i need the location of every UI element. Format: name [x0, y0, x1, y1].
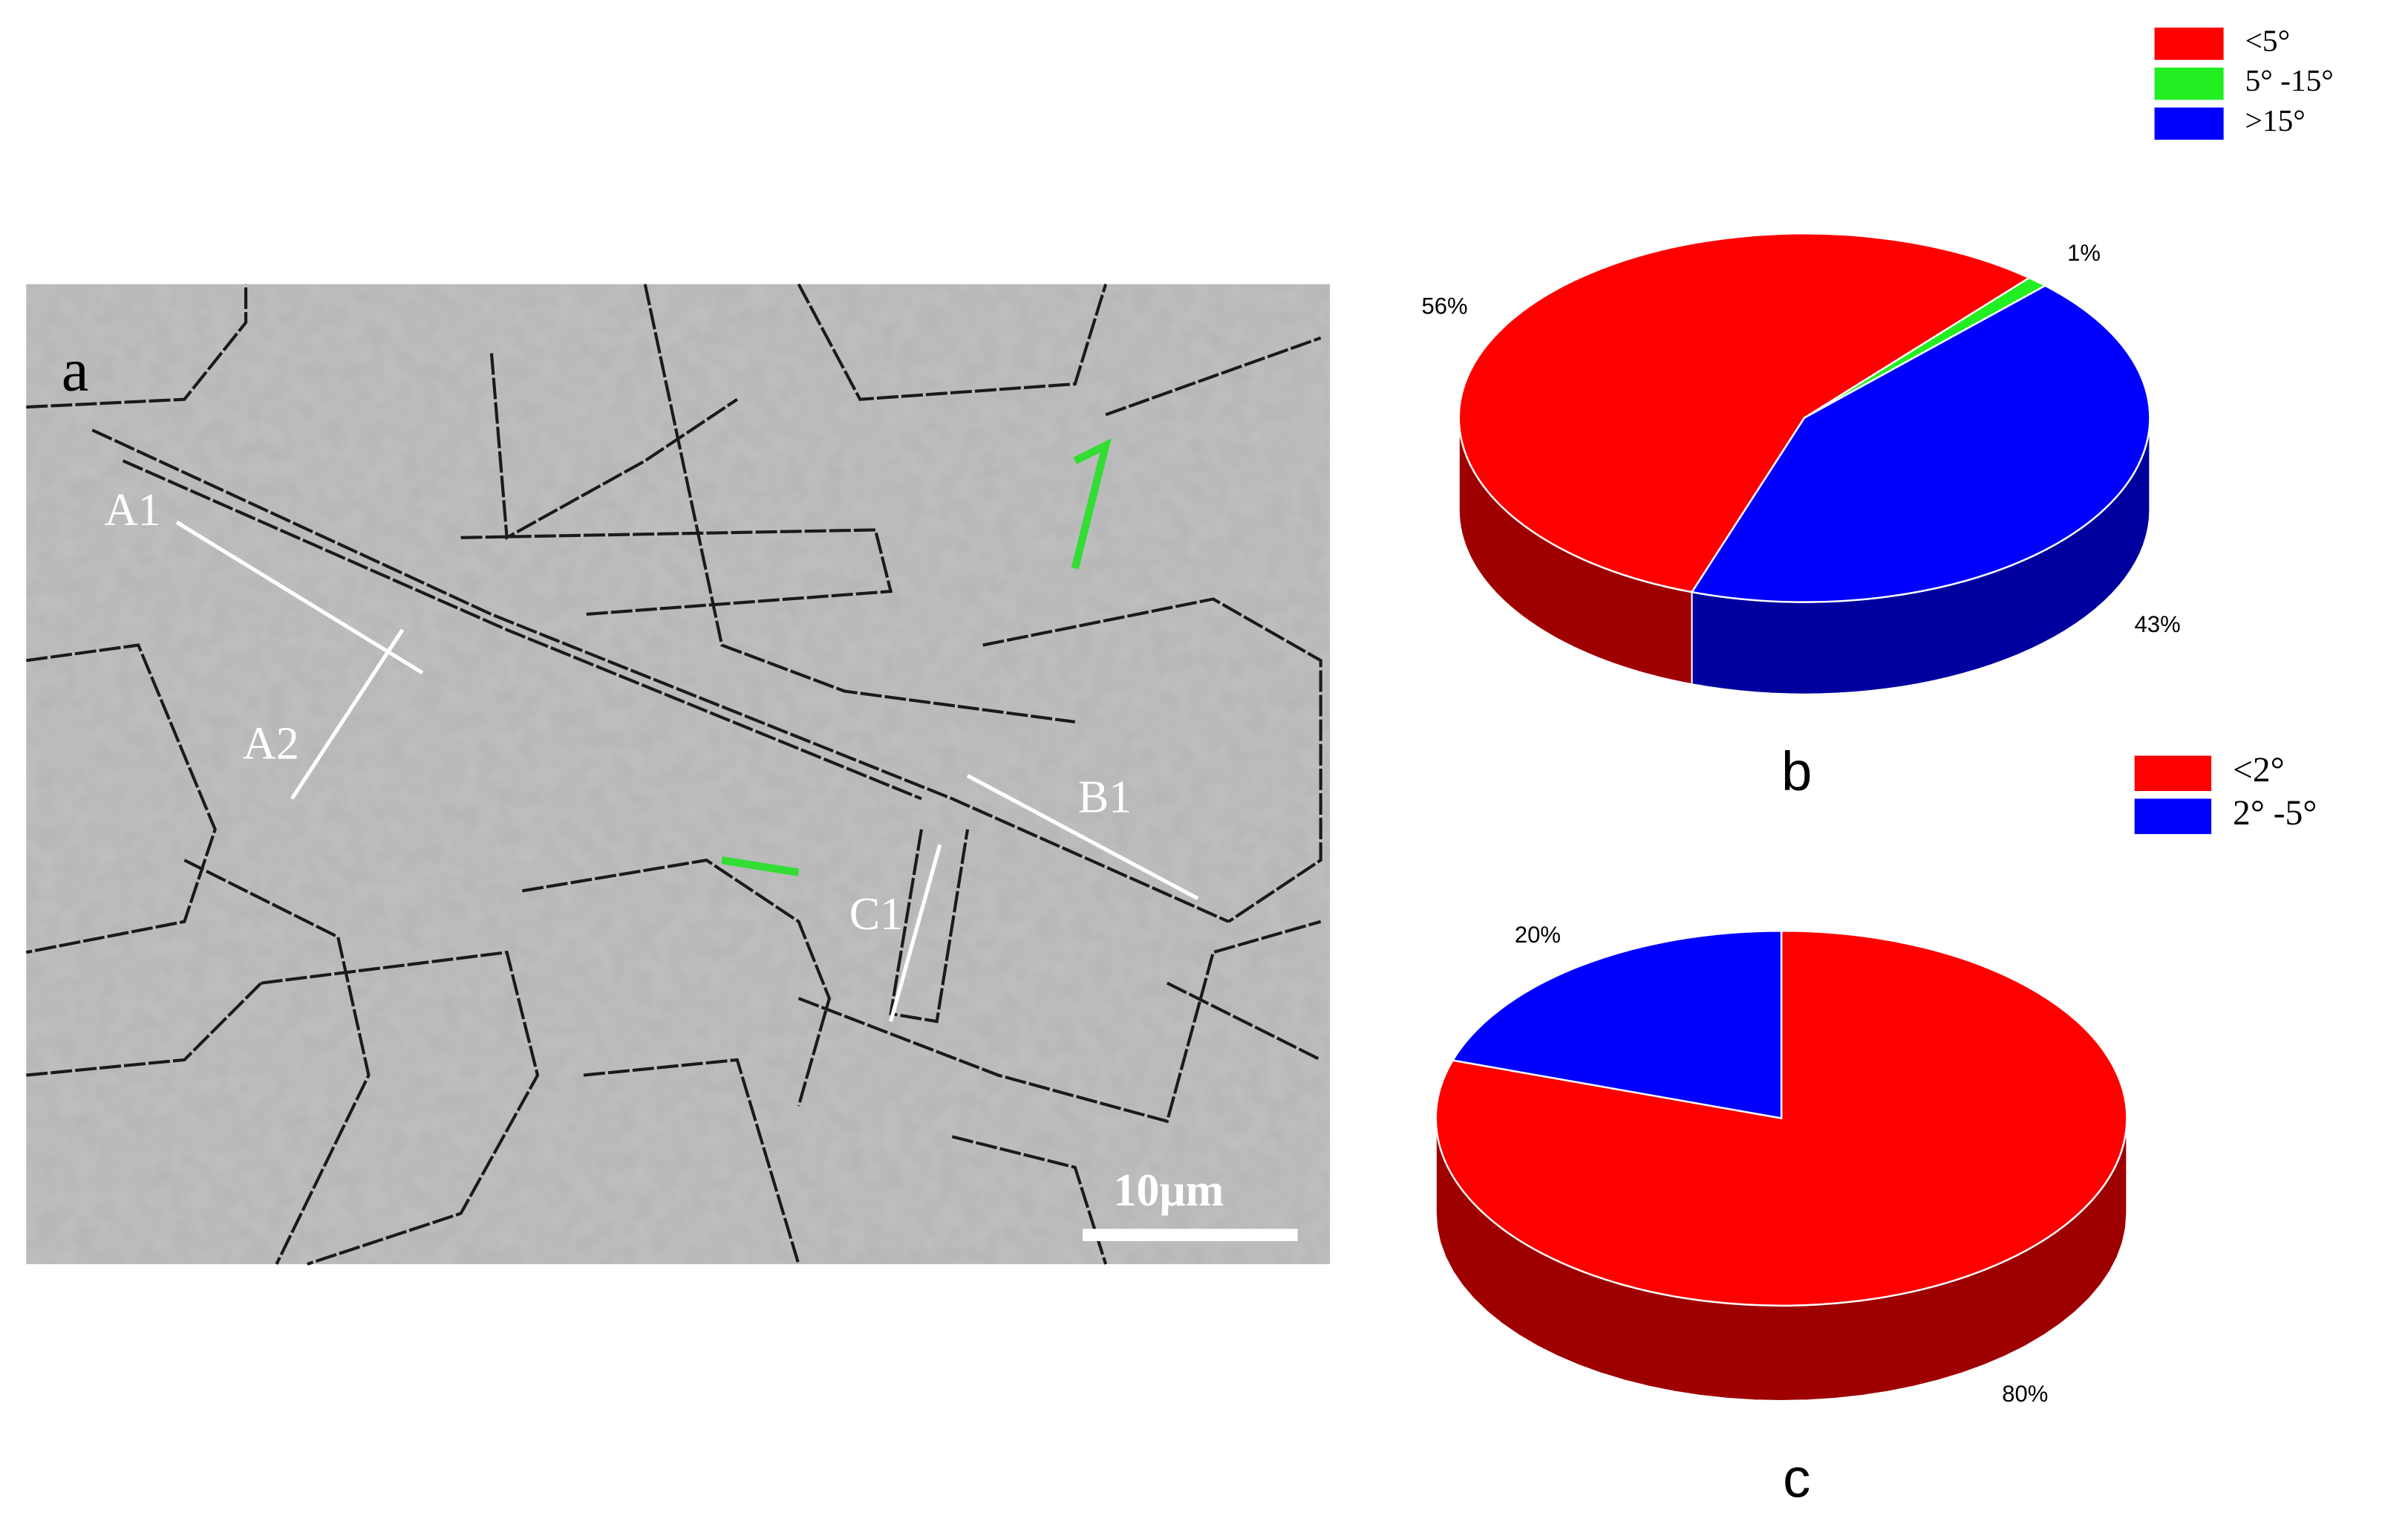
pie-chart: 80% 20% <2° 2° -5° c	[1435, 751, 2317, 1509]
micrograph-image	[26, 284, 1331, 1264]
scale-bar-label: 10μm	[1113, 1165, 1224, 1216]
legend-swatch	[2154, 107, 2224, 140]
panel-label: c	[1783, 1447, 1810, 1509]
legend-swatch	[2134, 755, 2212, 792]
annotation: B1	[1078, 772, 1132, 823]
arrow	[889, 844, 942, 1022]
arrow	[175, 520, 424, 674]
arrow	[966, 774, 1199, 901]
charts: 56% 1% 43% <5° 5° -15° >15° b 80% 20% <2° 2° -5° c	[1422, 23, 2334, 1509]
panel-label: b	[1781, 741, 1812, 802]
low-angle-boundary	[721, 856, 800, 876]
micrograph: a A1 A2 B1 C1 10μm	[25, 283, 1331, 1266]
data-label: 20%	[1515, 922, 1561, 948]
pie-slice	[1690, 284, 2151, 603]
pie-slice	[1458, 232, 2032, 593]
legend-label: 5° -15°	[2245, 63, 2334, 97]
panel-label: a	[62, 336, 89, 404]
annotation: C1	[849, 889, 903, 940]
legend-label: <2°	[2233, 751, 2285, 790]
data-label: 43%	[2135, 611, 2181, 637]
grain-boundaries	[25, 283, 1322, 1266]
data-label: 80%	[2002, 1381, 2048, 1407]
legend-label: <5°	[2245, 23, 2291, 57]
legend-label: >15°	[2245, 103, 2306, 137]
arrows	[175, 520, 1199, 1022]
legend-swatch	[2154, 27, 2224, 60]
low-angle-boundary	[1071, 438, 1112, 570]
legend-swatch	[2154, 67, 2224, 100]
annotation: A1	[105, 485, 161, 536]
legend-label: 2° -5°	[2233, 794, 2317, 833]
data-label: 56%	[1422, 293, 1468, 319]
arrow	[290, 628, 405, 800]
legend-swatch	[2134, 798, 2212, 834]
annotation: A2	[243, 718, 299, 769]
pie-slice	[1451, 929, 1783, 1119]
scale-bar	[1083, 1229, 1298, 1241]
pie-chart: 56% 1% 43% <5° 5° -15° >15° b	[1422, 23, 2334, 802]
data-label: 1%	[2067, 240, 2101, 266]
